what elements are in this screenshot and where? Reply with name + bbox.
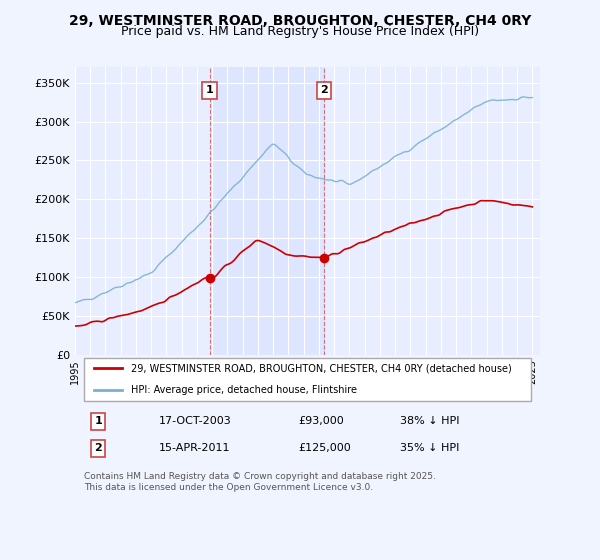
Text: £93,000: £93,000 [298,416,344,426]
Text: Price paid vs. HM Land Registry's House Price Index (HPI): Price paid vs. HM Land Registry's House … [121,25,479,38]
Text: 1: 1 [94,416,102,426]
Text: 1: 1 [206,85,214,95]
Text: £125,000: £125,000 [298,444,351,453]
Text: 2: 2 [320,85,328,95]
Text: HPI: Average price, detached house, Flintshire: HPI: Average price, detached house, Flin… [131,385,357,395]
FancyBboxPatch shape [84,358,531,402]
Bar [209,67,324,354]
Text: 2: 2 [94,444,102,453]
Text: 29, WESTMINSTER ROAD, BROUGHTON, CHESTER, CH4 0RY (detached house): 29, WESTMINSTER ROAD, BROUGHTON, CHESTER… [131,363,512,374]
Text: Contains HM Land Registry data © Crown copyright and database right 2025.
This d: Contains HM Land Registry data © Crown c… [84,472,436,492]
Text: 38% ↓ HPI: 38% ↓ HPI [401,416,460,426]
Text: 15-APR-2011: 15-APR-2011 [158,444,230,453]
Text: 29, WESTMINSTER ROAD, BROUGHTON, CHESTER, CH4 0RY: 29, WESTMINSTER ROAD, BROUGHTON, CHESTER… [69,14,531,28]
Text: 17-OCT-2003: 17-OCT-2003 [158,416,232,426]
Text: 35% ↓ HPI: 35% ↓ HPI [401,444,460,453]
